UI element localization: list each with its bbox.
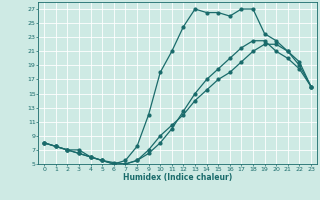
- X-axis label: Humidex (Indice chaleur): Humidex (Indice chaleur): [123, 173, 232, 182]
